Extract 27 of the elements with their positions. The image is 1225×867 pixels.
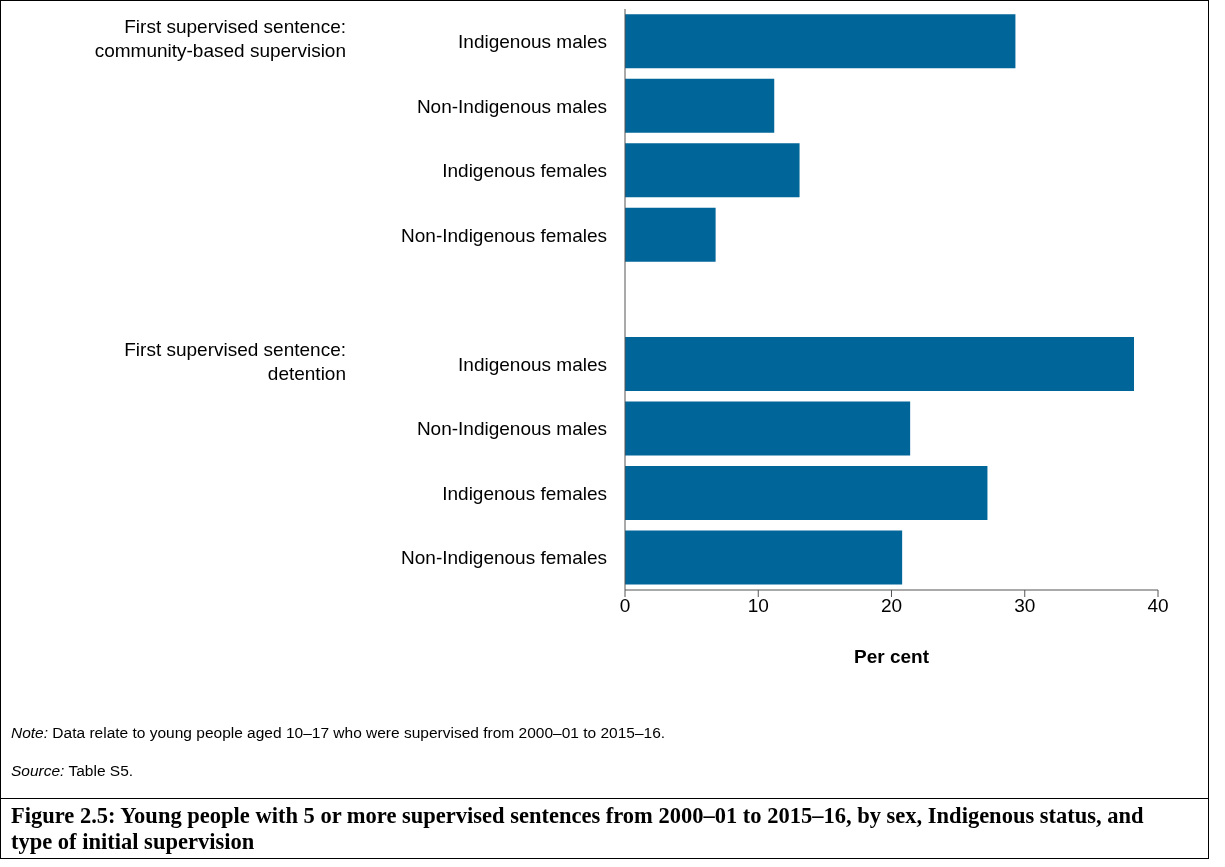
bar — [625, 207, 716, 262]
x-tick-label: 40 — [1147, 595, 1169, 617]
text: First supervised sentence: community-based supervision — [93, 15, 346, 64]
y-tick-label: Non-Indigenous females — [401, 547, 607, 569]
source-note: Source: Table S5. — [11, 762, 134, 779]
bar — [625, 143, 800, 198]
bar — [625, 466, 988, 521]
text: First supervised sentence: detention — [123, 338, 346, 387]
x-tick-label: 30 — [1014, 595, 1036, 617]
y-tick-label: Non-Indigenous males — [416, 418, 607, 440]
bar — [625, 336, 1135, 391]
x-tick-label: 20 — [880, 595, 903, 617]
y-tick-label: Indigenous males — [458, 31, 607, 53]
bar — [625, 14, 1016, 69]
x-tick-label: 10 — [747, 595, 769, 617]
bar — [625, 401, 911, 456]
bar — [625, 78, 775, 133]
text: Note: Data relate to young people aged 10–17 who were supervised from 2000–01 to 2015–16. — [11, 724, 666, 741]
x-tick-label: 0 — [619, 595, 631, 617]
text: Figure 2.5: Young people with 5 or more supervised sentences from 2000–01 to 2015–16, by sex, Indigenous status, and type of initial supervision — [1, 798, 1208, 855]
y-tick-label: Non-Indigenous females — [401, 224, 607, 246]
y-tick-label: Non-Indigenous males — [416, 95, 607, 117]
y-tick-label: Indigenous females — [442, 482, 607, 504]
x-axis-title: Per cent — [854, 646, 930, 667]
bar — [625, 530, 903, 585]
y-tick-label: Indigenous females — [442, 160, 607, 182]
y-tick-label: Indigenous males — [458, 353, 607, 375]
